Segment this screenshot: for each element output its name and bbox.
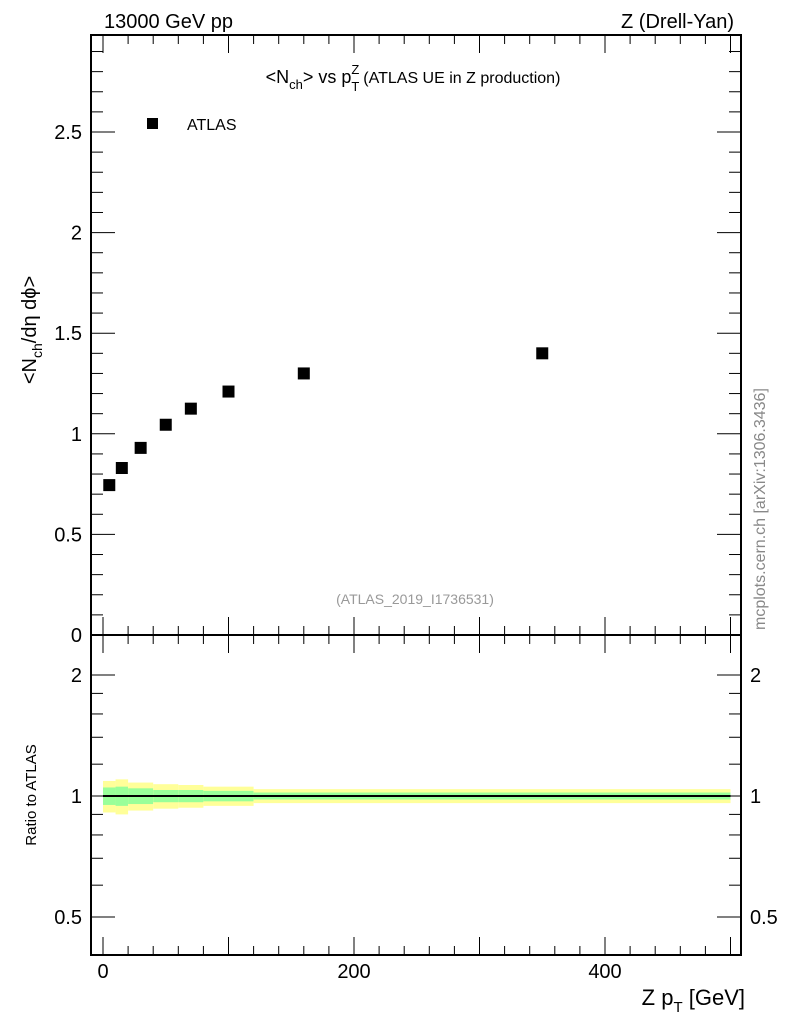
legend-marker — [147, 118, 158, 129]
ratio-y-tick-label-right: 2 — [750, 665, 761, 687]
ratio-y-label: Ratio to ATLAS — [23, 744, 40, 845]
ratio-y-tick-label: 2 — [71, 665, 82, 687]
x-tick-label: 0 — [97, 961, 108, 983]
y-tick-label: 1 — [71, 424, 82, 446]
x-tick-label: 200 — [337, 961, 370, 983]
y-tick-label: 0 — [71, 625, 82, 647]
x-axis-label: Z pT [GeV] — [642, 985, 745, 1016]
analysis-id: (ATLAS_2019_I1736531) — [336, 591, 494, 607]
ratio-y-tick-label-right: 1 — [750, 786, 761, 808]
x-tick-label: 400 — [588, 961, 621, 983]
y-axis-label: <Nch/dη dϕ> — [19, 276, 45, 384]
data-point — [222, 385, 235, 398]
header-left: 13000 GeV pp — [104, 11, 233, 33]
ratio-y-tick-label: 0.5 — [54, 907, 82, 929]
data-point — [297, 367, 310, 380]
data-point — [103, 479, 116, 492]
ratio-y-tick-label: 1 — [71, 786, 82, 808]
data-point — [159, 418, 172, 431]
data-point — [134, 441, 147, 454]
side-label: mcplots.cern.ch [arXiv:1306.3436] — [752, 388, 769, 630]
y-tick-label: 0.5 — [54, 524, 82, 546]
y-tick-label: 2 — [71, 223, 82, 245]
y-tick-label: 1.5 — [54, 323, 82, 345]
legend-label: ATLAS — [187, 117, 237, 134]
data-point — [115, 462, 128, 475]
data-point — [184, 402, 197, 415]
header-right: Z (Drell-Yan) — [621, 11, 734, 33]
ratio-y-tick-label-right: 0.5 — [750, 907, 778, 929]
ratio-frame — [90, 634, 742, 956]
data-point — [536, 347, 549, 360]
chart-title: <Nch> vs pTZ(ATLAS UE in Z production) — [266, 62, 561, 94]
y-tick-label: 2.5 — [54, 122, 82, 144]
